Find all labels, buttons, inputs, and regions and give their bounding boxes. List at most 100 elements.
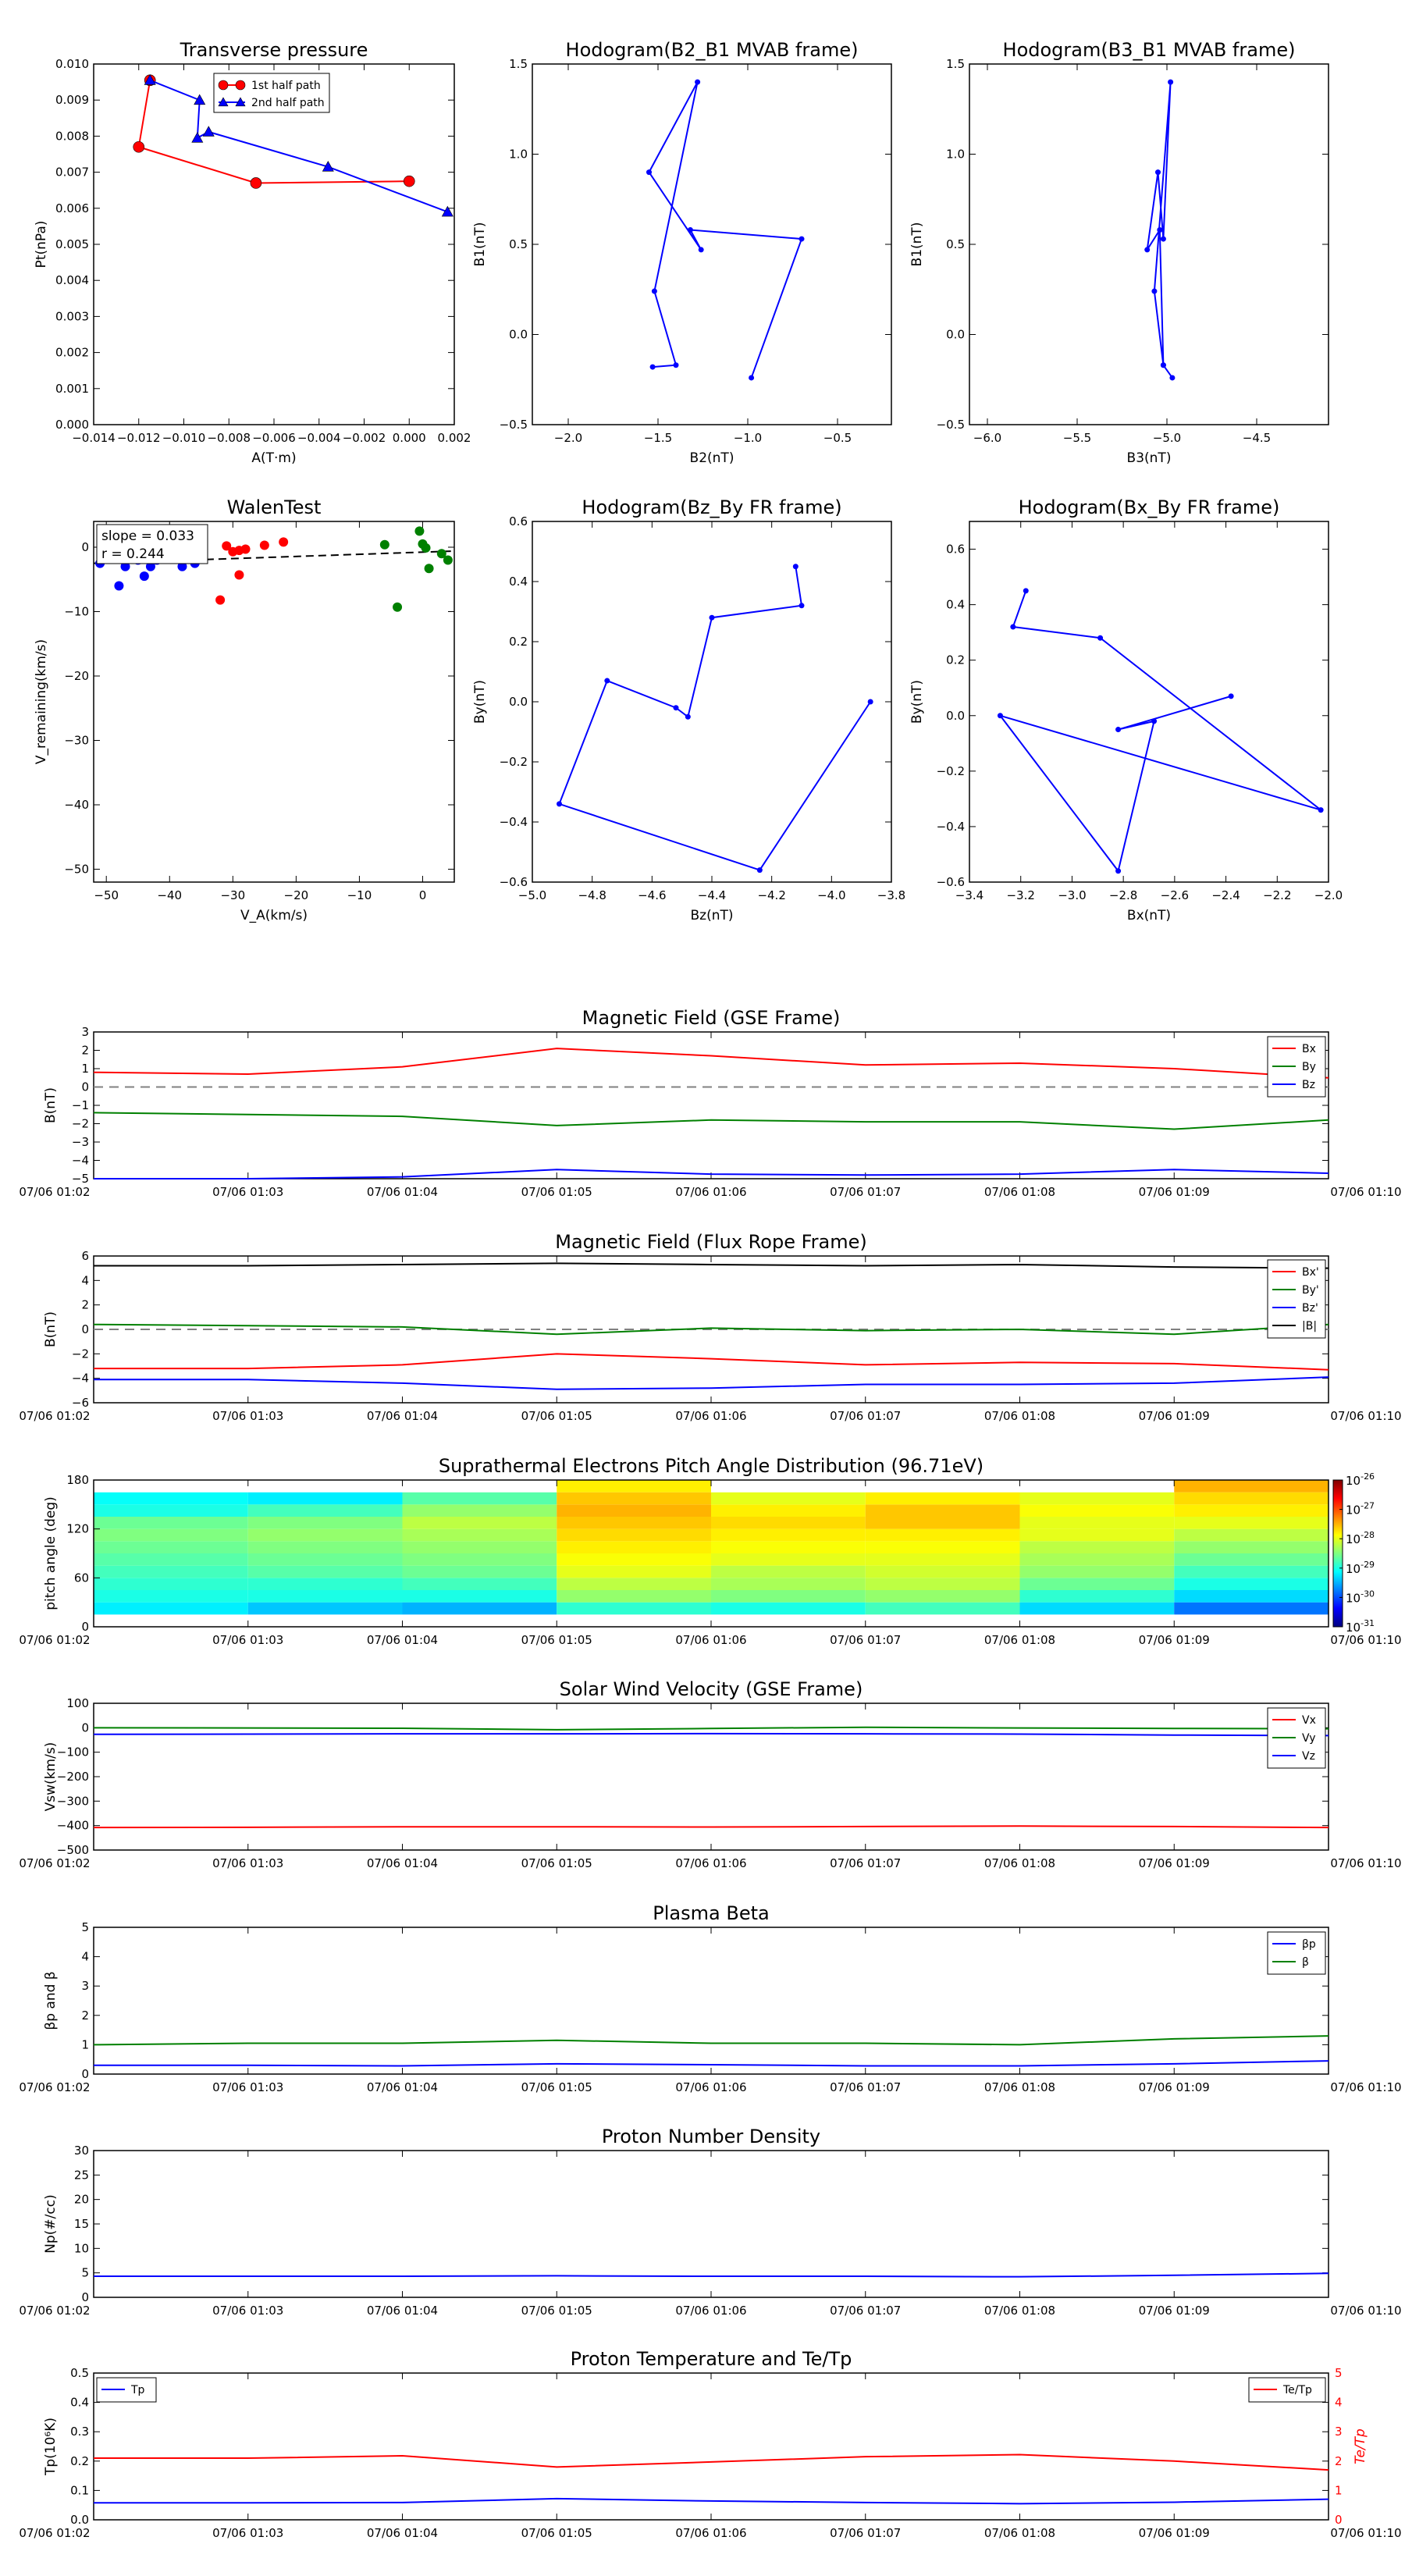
plasma_beta-ytick-label: 0 <box>81 2067 89 2081</box>
sw_velocity-xtick-label: 07/06 01:05 <box>521 1856 592 1870</box>
hodogram_bz_by-ytick-label: 0.4 <box>509 575 528 589</box>
mag_gse-xtick-label: 07/06 01:04 <box>367 1185 438 1199</box>
temp-y2label: Te/Tp <box>1353 2428 1368 2464</box>
pitch-angle-cell <box>865 1528 1020 1542</box>
pitch-angle-cell <box>865 1602 1020 1615</box>
hodogram-bx-by-point <box>1228 693 1234 699</box>
pitch_angle-title: Suprathermal Electrons Pitch Angle Distr… <box>439 1455 984 1477</box>
hodogram_bx_by-xtick-label: −3.4 <box>955 888 984 902</box>
pitch-angle-cell <box>865 1578 1020 1590</box>
mag_gse-legend-label: Bz <box>1302 1079 1315 1091</box>
hodogram_bz_by-xtick-label: −3.8 <box>877 888 905 902</box>
sw_velocity-xtick-label: 07/06 01:08 <box>984 1856 1055 1870</box>
transverse_pressure-xtick-label: −0.002 <box>343 431 386 445</box>
proton_temp-xtick-label: 07/06 01:03 <box>212 2526 283 2540</box>
transverse_pressure-ytick-label: 0.001 <box>55 382 89 396</box>
mag_fr-ylabel: B(nT) <box>43 1311 59 1347</box>
walen_test-ytick-label: −30 <box>64 734 89 748</box>
pitch-angle-cell <box>1019 1614 1175 1627</box>
pitch_angle-xtick-label: 07/06 01:05 <box>521 1633 592 1647</box>
hodogram_bx_by-xlabel: Bx(nT) <box>1127 908 1171 923</box>
plasma_beta-ytick-label: 3 <box>81 1979 89 1993</box>
pitch-angle-cell <box>402 1590 557 1603</box>
proton_temp-xtick-label: 07/06 01:09 <box>1139 2526 1210 2540</box>
plasma_beta-xtick-label: 07/06 01:03 <box>212 2080 283 2094</box>
hodogram_b3_b1-frame <box>969 63 1329 425</box>
pitch_angle-ytick-label: 60 <box>74 1571 89 1585</box>
proton_density-ytick-label: 25 <box>74 2168 89 2182</box>
hodogram_b3_b1-ytick-label: 1.5 <box>946 57 965 71</box>
mag-fr-series-0-line <box>94 1353 1329 1371</box>
transverse_pressure-ytick-label: 0.003 <box>55 309 89 323</box>
proton_temp-xtick-label: 07/06 01:02 <box>19 2526 90 2540</box>
pitch-angle-cell <box>1174 1553 1329 1566</box>
sw_velocity-xtick-label: 07/06 01:07 <box>830 1856 901 1870</box>
pitch_angle-xtick-label: 07/06 01:02 <box>19 1633 90 1647</box>
pitch-angle-cell <box>711 1492 866 1505</box>
pitch-angle-cell <box>94 1553 248 1566</box>
proton_density-title: Proton Number Density <box>602 2126 820 2147</box>
pitch_angle-xtick-label: 07/06 01:08 <box>984 1633 1055 1647</box>
hodogram_bx_by-xtick-label: −3.2 <box>1006 888 1034 902</box>
hodogram_b2_b1-frame <box>532 63 892 425</box>
transverse_pressure-ytick-label: 0.010 <box>55 57 89 71</box>
pitch-angle-cell <box>865 1553 1020 1566</box>
hodogram_bx_by-ytick-label: 0.6 <box>946 543 965 557</box>
hodogram-b2-b1-point <box>649 364 656 370</box>
hodogram_bz_by-xtick-label: −4.8 <box>578 888 606 902</box>
pitch_angle-xtick-label: 07/06 01:10 <box>1330 1633 1401 1647</box>
mag-fr-series-2-line <box>94 1376 1329 1390</box>
pitch-angle-cell <box>1019 1541 1175 1553</box>
pitch-angle-cell <box>711 1590 866 1603</box>
hodogram_bx_by-ytick-label: −0.6 <box>937 875 965 889</box>
hodogram_bz_by-ylabel: By(nT) <box>472 680 488 724</box>
walen-point <box>436 549 446 559</box>
proton_density-xtick-label: 07/06 01:03 <box>212 2304 283 2318</box>
pitch-angle-cell <box>1019 1578 1175 1590</box>
hodogram_b2_b1-ylabel: B1(nT) <box>472 222 488 267</box>
pitch-angle-cell <box>1019 1492 1175 1505</box>
pitch-angle-cell <box>1019 1565 1175 1578</box>
transverse_pressure-xtick-label: −0.004 <box>297 431 341 445</box>
mag_fr-title: Magnetic Field (Flux Rope Frame) <box>555 1231 866 1253</box>
proton_temp-legend-label: Tp <box>130 2384 145 2396</box>
plasma_beta-ytick-label: 2 <box>81 2008 89 2023</box>
hodogram_bx_by-xtick-label: −3.0 <box>1058 888 1086 902</box>
pitch-angle-cell <box>402 1492 557 1505</box>
pressure-point <box>191 132 204 143</box>
sw_velocity-ytick-label: −100 <box>57 1745 89 1759</box>
hodogram_bz_by-ytick-label: −0.2 <box>500 755 528 769</box>
temp-ratio-line <box>94 2453 1329 2471</box>
mag_gse-ytick-label: 3 <box>81 1025 89 1039</box>
hodogram_b3_b1-ytick-label: 1.0 <box>946 148 965 162</box>
pitch-angle-cell <box>557 1541 711 1553</box>
pitch-angle-cell <box>711 1528 866 1542</box>
hodogram_b2_b1-ytick-label: −0.5 <box>500 418 528 432</box>
sw_velocity-xtick-label: 07/06 01:06 <box>675 1856 746 1870</box>
hodogram_bz_by-ytick-label: 0.2 <box>509 635 528 649</box>
hodogram-bx-by-point <box>1115 868 1122 874</box>
plasma_beta-xtick-label: 07/06 01:07 <box>830 2080 901 2094</box>
sw_velocity-title: Solar Wind Velocity (GSE Frame) <box>560 1678 863 1700</box>
hodogram_b3_b1-xtick-label: −5.0 <box>1153 431 1181 445</box>
mag_gse-ylabel: B(nT) <box>43 1087 59 1123</box>
proton_density-xtick-label: 07/06 01:10 <box>1330 2304 1401 2318</box>
pitch-angle-cell <box>1174 1578 1329 1590</box>
pitch-angle-cell <box>1174 1590 1329 1603</box>
mag_gse-xtick-label: 07/06 01:02 <box>19 1185 90 1199</box>
temp-y2tick-label: 3 <box>1335 2425 1343 2439</box>
plasma_beta-xtick-label: 07/06 01:08 <box>984 2080 1055 2094</box>
walen-fit-line <box>93 550 455 564</box>
pitch-angle-cell <box>711 1553 866 1566</box>
proton_density-ytick-label: 5 <box>81 2266 89 2280</box>
sw_velocity-xtick-label: 07/06 01:03 <box>212 1856 283 1870</box>
pitch-colorbar-label: 10-27 <box>1346 1501 1375 1517</box>
mag_gse-ytick-label: −5 <box>72 1172 89 1186</box>
mag_fr-ytick-label: 6 <box>81 1249 89 1263</box>
hodogram_bx_by-xtick-label: −2.8 <box>1109 888 1137 902</box>
mag_gse-title: Magnetic Field (GSE Frame) <box>582 1007 841 1029</box>
pressure-point <box>403 175 415 187</box>
walen_test-ylabel: V_remaining(km/s) <box>34 639 49 764</box>
mag_gse-ytick-label: −2 <box>72 1117 89 1131</box>
